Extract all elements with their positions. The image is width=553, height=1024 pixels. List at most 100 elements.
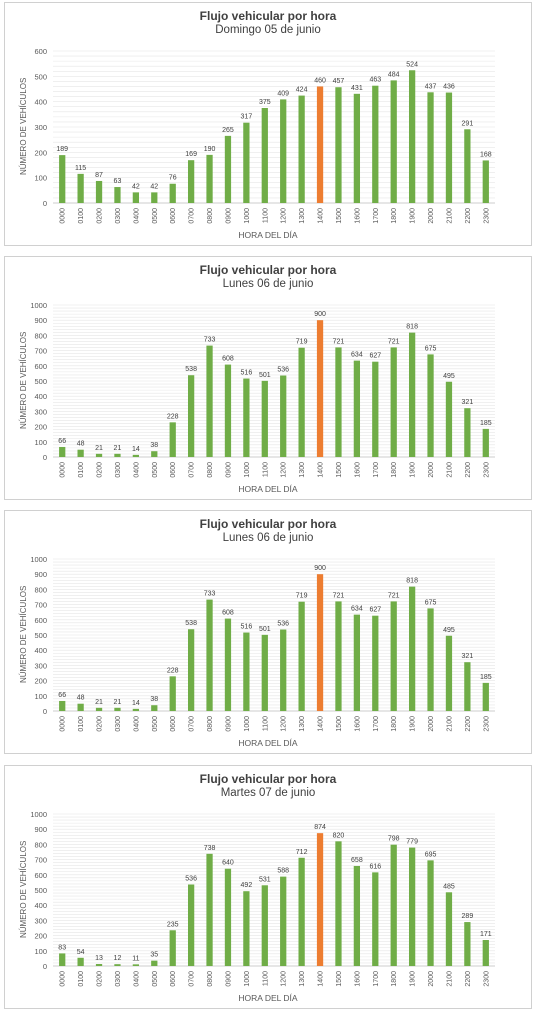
x-tick-label: 0500 <box>152 208 159 224</box>
x-tick-label: 0200 <box>97 971 104 987</box>
bar-1500 <box>335 601 342 711</box>
bar-chart-plot: 0100200300400500600189000011501008702006… <box>34 47 495 224</box>
x-tick-label: 1700 <box>373 971 380 987</box>
y-tick-label: 300 <box>34 123 47 132</box>
x-tick-label: 2200 <box>465 208 472 224</box>
data-label: 63 <box>114 178 122 185</box>
data-label: 538 <box>185 620 197 627</box>
bar-2100 <box>445 635 453 711</box>
bar-1800 <box>390 80 397 203</box>
data-label: 168 <box>480 151 492 158</box>
data-label: 21 <box>114 445 122 452</box>
bar-0400 <box>132 964 140 966</box>
data-label: 87 <box>95 172 103 179</box>
bar-chart-plot: 0100200300400500600700800900100066000048… <box>30 555 495 732</box>
bar-0400 <box>132 454 140 457</box>
x-tick-label: 0100 <box>78 716 85 732</box>
x-axis-label: HORA DEL DÍA <box>238 230 298 240</box>
y-tick-label: 400 <box>34 98 47 107</box>
bar-1600 <box>353 614 361 711</box>
x-tick-label: 1200 <box>281 716 288 732</box>
x-tick-label: 0800 <box>207 208 214 224</box>
bar-1200 <box>280 99 287 203</box>
x-tick-label: 0300 <box>115 971 122 987</box>
x-tick-label: 1300 <box>299 716 306 732</box>
data-label: 798 <box>388 836 400 843</box>
x-tick-label: 1100 <box>262 716 269 731</box>
bar-0300 <box>114 453 121 457</box>
x-tick-label: 1300 <box>299 208 306 224</box>
bar-0000 <box>59 155 66 203</box>
bar-0200 <box>95 964 103 966</box>
x-tick-label: 0100 <box>78 462 85 478</box>
data-label: 321 <box>462 653 474 660</box>
bar-2100 <box>445 381 453 457</box>
bar-2300 <box>482 160 489 203</box>
bar-1400 <box>316 86 324 203</box>
bar-0100 <box>77 957 84 966</box>
data-label: 616 <box>369 863 381 870</box>
y-tick-label: 100 <box>34 174 47 183</box>
y-tick-label: 500 <box>34 72 47 81</box>
bar-1800 <box>390 844 397 966</box>
bar-1200 <box>280 629 287 711</box>
chart-panel-2: Flujo vehicular por hora Lunes 06 de jun… <box>4 256 532 500</box>
bar-1300 <box>298 601 305 711</box>
x-tick-label: 1100 <box>262 462 269 477</box>
x-tick-label: 1500 <box>336 462 343 478</box>
x-tick-label: 2200 <box>465 716 472 732</box>
x-tick-label: 0600 <box>170 971 177 987</box>
data-label: 721 <box>388 592 400 599</box>
bar-1900 <box>408 332 416 457</box>
bar-2000 <box>427 92 434 203</box>
y-tick-label: 0 <box>43 962 47 971</box>
x-tick-label: 0400 <box>133 462 140 478</box>
y-tick-label: 0 <box>43 707 47 716</box>
x-tick-label: 0800 <box>207 462 214 478</box>
bar-0000 <box>59 700 66 711</box>
y-tick-label: 200 <box>34 423 47 432</box>
data-label: 738 <box>204 845 216 852</box>
x-tick-label: 2000 <box>428 208 435 224</box>
y-tick-label: 900 <box>34 570 47 579</box>
x-tick-label: 1000 <box>244 462 251 478</box>
data-label: 818 <box>406 578 418 585</box>
y-tick-label: 700 <box>34 856 47 865</box>
x-tick-label: 2000 <box>428 462 435 478</box>
data-label: 42 <box>132 183 140 190</box>
y-tick-label: 600 <box>34 616 47 625</box>
data-label: 900 <box>314 565 326 572</box>
data-label: 536 <box>185 876 197 883</box>
x-tick-label: 1000 <box>244 208 251 224</box>
data-label: 538 <box>185 366 197 373</box>
x-tick-label: 1300 <box>299 462 306 478</box>
data-label: 115 <box>75 165 86 172</box>
data-label: 13 <box>95 955 103 962</box>
y-tick-label: 300 <box>34 916 47 925</box>
bar-1900 <box>408 70 416 204</box>
x-tick-label: 1300 <box>299 971 306 987</box>
x-tick-label: 1900 <box>410 462 417 478</box>
x-tick-label: 0700 <box>189 971 196 987</box>
x-tick-label: 1600 <box>354 208 361 224</box>
data-label: 190 <box>204 146 216 153</box>
y-tick-label: 500 <box>34 631 47 640</box>
data-label: 289 <box>462 913 474 920</box>
x-tick-label: 1600 <box>354 971 361 987</box>
data-label: 485 <box>443 883 455 890</box>
x-tick-label: 1500 <box>336 716 343 732</box>
bar-0000 <box>59 953 66 966</box>
bar-0600 <box>169 422 176 457</box>
data-label: 265 <box>222 127 234 134</box>
x-tick-label: 0700 <box>189 716 196 732</box>
x-tick-label: 1100 <box>262 971 269 986</box>
y-tick-label: 800 <box>34 331 47 340</box>
bar-1600 <box>353 865 361 966</box>
bar-0600 <box>169 930 176 966</box>
data-label: 437 <box>425 83 437 90</box>
x-tick-label: 0000 <box>60 716 67 732</box>
bar-0900 <box>224 364 232 457</box>
bar-0800 <box>206 345 213 457</box>
x-tick-label: 1800 <box>391 716 398 732</box>
x-tick-label: 0100 <box>78 971 85 987</box>
